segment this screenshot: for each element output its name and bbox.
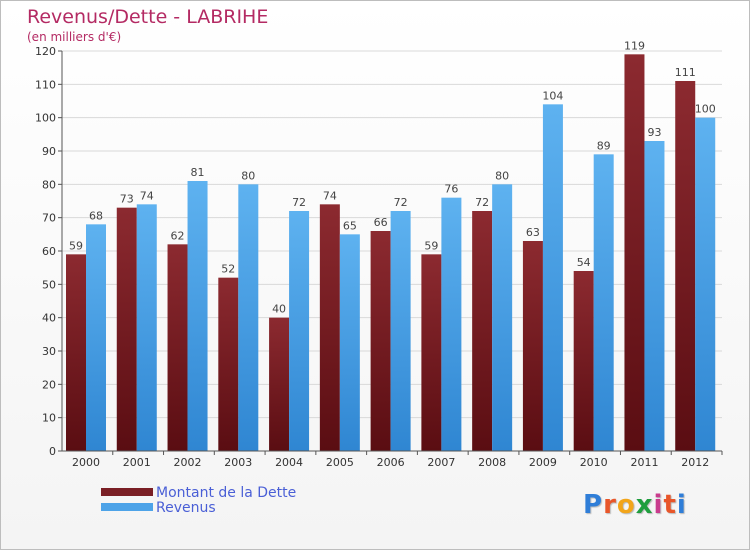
y-tick-label: 70 xyxy=(42,212,56,225)
x-tick-label: 2009 xyxy=(529,456,557,469)
bar-dette xyxy=(472,211,493,451)
data-label: 59 xyxy=(69,239,83,252)
bar-revenus xyxy=(542,104,563,451)
y-tick-label: 30 xyxy=(42,345,56,358)
x-tick-label: 2003 xyxy=(224,456,252,469)
data-label: 104 xyxy=(542,89,563,102)
x-tick-label: 2005 xyxy=(326,456,354,469)
y-tick-label: 110 xyxy=(35,78,56,91)
x-tick-label: 2001 xyxy=(123,456,151,469)
data-label: 62 xyxy=(171,229,185,242)
y-tick-label: 120 xyxy=(35,45,56,58)
x-tick-label: 2008 xyxy=(478,456,506,469)
y-tick-label: 90 xyxy=(42,145,56,158)
x-tick-label: 2004 xyxy=(275,456,303,469)
bar-revenus xyxy=(289,211,310,451)
data-label: 72 xyxy=(292,196,306,209)
bar-revenus xyxy=(644,141,665,451)
bar-revenus xyxy=(339,234,360,451)
data-label: 74 xyxy=(140,189,154,202)
logo-letter: i xyxy=(676,490,687,520)
data-label: 73 xyxy=(120,193,134,206)
y-tick-label: 40 xyxy=(42,312,56,325)
bar-revenus xyxy=(238,184,259,452)
bar-dette xyxy=(319,204,340,451)
x-tick-label: 2007 xyxy=(427,456,455,469)
logo-letter: r xyxy=(603,490,617,520)
proxiti-logo: Proxiti xyxy=(583,490,687,520)
bar-chart: 59 68 73 74 62 81 52 80 40 72 74 65 66 72 59 76 72 80 63 10… xyxy=(35,39,723,469)
data-label: 74 xyxy=(323,189,337,202)
bar-revenus xyxy=(492,184,513,452)
data-label: 111 xyxy=(675,66,696,79)
data-label: 72 xyxy=(394,196,408,209)
logo-letter: P xyxy=(583,490,604,520)
logo-letter: i xyxy=(653,490,664,520)
data-label: 93 xyxy=(647,126,661,139)
logo-letter: x xyxy=(635,490,654,520)
legend-label-dette: Montant de la Dette xyxy=(156,485,297,501)
bar-dette xyxy=(218,277,239,451)
bar-dette xyxy=(675,81,696,451)
data-label: 76 xyxy=(444,183,458,196)
bar-dette xyxy=(167,244,188,451)
bar-dette xyxy=(421,254,442,451)
data-label: 100 xyxy=(695,103,716,116)
data-label: 63 xyxy=(526,226,540,239)
legend-swatch-revenus xyxy=(101,503,153,511)
data-label: 59 xyxy=(424,239,438,252)
x-tick-label: 2010 xyxy=(580,456,608,469)
legend-swatch-dette xyxy=(101,488,153,496)
bar-dette xyxy=(573,271,594,451)
bar-revenus xyxy=(187,181,208,451)
x-tick-label: 2012 xyxy=(681,456,709,469)
data-label: 40 xyxy=(272,303,286,316)
x-tick-label: 2011 xyxy=(630,456,658,469)
bar-dette xyxy=(269,317,290,451)
bar-dette xyxy=(370,231,391,451)
data-label: 119 xyxy=(624,39,645,52)
data-label: 54 xyxy=(577,256,591,269)
axes: 0 10 20 30 40 50 60 70 80 90 100 110 120 2000 2001 2002… xyxy=(35,45,723,469)
data-label: 66 xyxy=(374,216,388,229)
bar-revenus xyxy=(695,117,716,452)
y-tick-label: 80 xyxy=(42,178,56,191)
x-tick-label: 2006 xyxy=(377,456,405,469)
y-tick-label: 60 xyxy=(42,245,56,258)
y-tick-label: 50 xyxy=(42,278,56,291)
data-labels: 59 68 73 74 62 81 52 80 40 72 74 65 66 72 59 76 72 80 63 10… xyxy=(69,39,716,315)
bar-dette xyxy=(116,207,137,451)
data-label: 89 xyxy=(597,139,611,152)
x-tick-label: 2002 xyxy=(174,456,202,469)
bar-revenus xyxy=(136,204,157,451)
data-label: 81 xyxy=(191,166,205,179)
data-label: 80 xyxy=(495,169,509,182)
x-tick-label: 2000 xyxy=(72,456,100,469)
bar-dette xyxy=(522,241,543,451)
logo-letter: t xyxy=(663,490,677,520)
y-tick-label: 0 xyxy=(49,445,56,458)
chart-title: Revenus/Dette - LABRIHE xyxy=(27,6,269,28)
y-tick-label: 10 xyxy=(42,412,56,425)
y-tick-label: 100 xyxy=(35,112,56,125)
bar-revenus xyxy=(86,224,106,451)
chart-subtitle: (en milliers d'€) xyxy=(27,30,122,44)
data-label: 80 xyxy=(241,169,255,182)
bar-revenus xyxy=(593,154,614,452)
bar-dette xyxy=(66,254,86,451)
data-label: 52 xyxy=(221,263,235,276)
bars xyxy=(66,54,716,452)
data-label: 65 xyxy=(343,219,357,232)
bar-revenus xyxy=(390,211,411,451)
data-label: 72 xyxy=(475,196,489,209)
y-tick-label: 20 xyxy=(42,378,56,391)
bar-dette xyxy=(624,54,645,451)
legend-label-revenus: Revenus xyxy=(156,500,216,516)
data-label: 68 xyxy=(89,209,103,222)
bar-revenus xyxy=(441,197,462,451)
logo-letter: o xyxy=(616,490,636,520)
